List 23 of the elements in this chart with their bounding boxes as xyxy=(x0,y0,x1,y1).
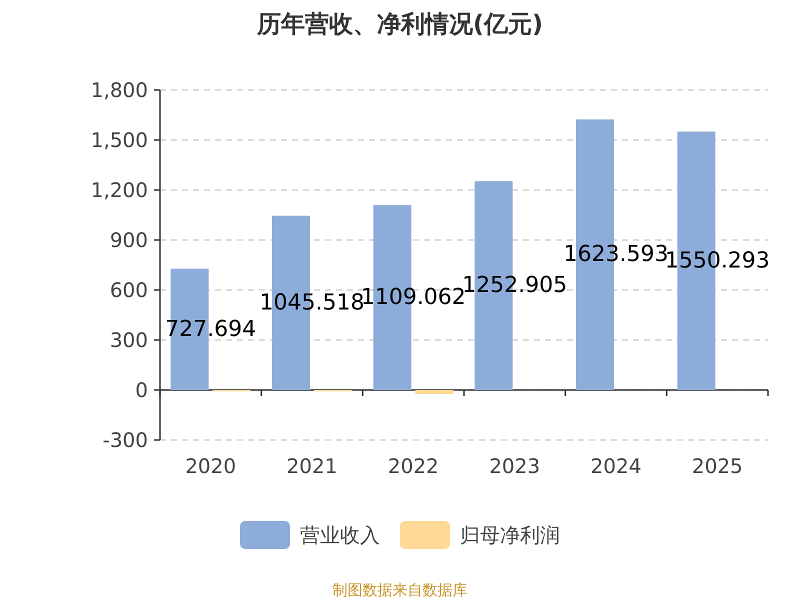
chart-title: 历年营收、净利情况(亿元) xyxy=(256,10,543,38)
x-tick-label: 2025 xyxy=(692,454,743,478)
data-label: 1045.518 xyxy=(260,290,364,316)
bar xyxy=(415,390,454,394)
x-tick-label: 2022 xyxy=(388,454,439,478)
x-tick-label: 2020 xyxy=(185,454,236,478)
legend-label: 归母净利润 xyxy=(460,523,560,547)
x-tick-label: 2021 xyxy=(286,454,338,478)
y-tick-label: 0 xyxy=(135,378,148,402)
y-tick-label: 600 xyxy=(110,278,148,302)
x-tick-label: 2024 xyxy=(590,454,642,478)
data-label: 1623.593 xyxy=(564,242,668,268)
y-tick-label: -300 xyxy=(102,428,148,452)
x-tick-label: 2023 xyxy=(489,454,540,478)
data-label: 727.694 xyxy=(165,316,256,342)
y-tick-label: 1,500 xyxy=(90,128,148,152)
data-label: 1252.905 xyxy=(462,273,568,298)
y-tick-label: 1,800 xyxy=(90,78,148,102)
y-tick-label: 900 xyxy=(110,228,148,252)
y-tick-label: 1,200 xyxy=(90,178,148,202)
legend-label: 营业收入 xyxy=(300,523,380,547)
text: 制图数据来自数据库 xyxy=(332,581,468,599)
y-tick-label: 300 xyxy=(110,328,148,352)
